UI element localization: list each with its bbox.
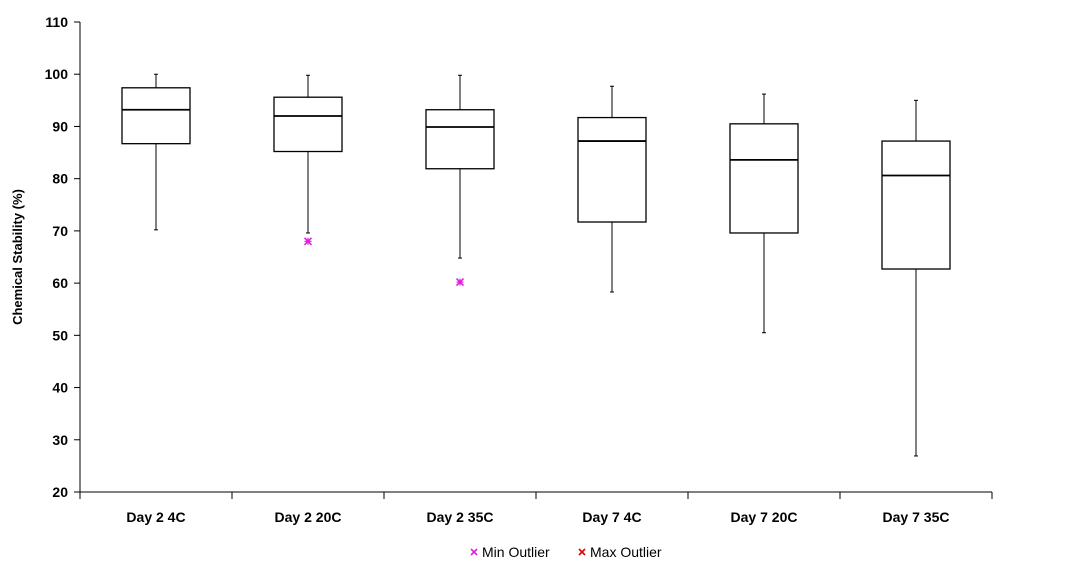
- legend-label: Max Outlier: [590, 544, 662, 560]
- iqr-box: [729, 123, 799, 234]
- y-tick-label: 60: [52, 275, 68, 291]
- box-group: [577, 85, 647, 293]
- y-tick-label: 30: [52, 432, 68, 448]
- box-group: [273, 74, 343, 246]
- legend-marker: [470, 548, 478, 556]
- box-group: [121, 73, 191, 231]
- x-category-label: Day 2 20C: [275, 509, 342, 525]
- legend-item: Min Outlier: [470, 544, 550, 560]
- iqr-box: [425, 109, 495, 170]
- y-tick-label: 80: [52, 171, 68, 187]
- x-category-label: Day 2 4C: [126, 509, 185, 525]
- legend: Min Outlier Max Outlier: [470, 544, 662, 560]
- y-tick-label: 90: [52, 118, 68, 134]
- iqr-box: [577, 116, 647, 223]
- y-tick-label: 70: [52, 223, 68, 239]
- x-axis: Day 2 4C Day 2 20C Day 2 35C Day 7 4C Day 7 …: [79, 491, 993, 525]
- iqr-box: [273, 96, 343, 153]
- boxes: [121, 73, 951, 457]
- min-outlier-marker: [303, 237, 313, 246]
- box-group: [881, 99, 951, 457]
- y-tick-label: 20: [52, 484, 68, 500]
- legend-label: Min Outlier: [482, 544, 550, 560]
- x-category-label: Day 7 4C: [582, 509, 641, 525]
- y-tick-label: 100: [45, 66, 69, 82]
- y-axis: 20 30 40 50 60 70 80 90 100 110: [45, 14, 81, 500]
- legend-marker: [578, 548, 586, 556]
- y-tick-label: 40: [52, 380, 68, 396]
- legend-item: Max Outlier: [578, 544, 662, 560]
- y-axis-title: Chemical Stability (%): [10, 189, 25, 325]
- x-category-label: Day 7 20C: [731, 509, 798, 525]
- x-category-label: Day 2 35C: [427, 509, 494, 525]
- box-group: [729, 93, 799, 334]
- y-tick-label: 110: [45, 14, 68, 30]
- iqr-box: [881, 140, 951, 270]
- iqr-box: [121, 87, 191, 145]
- min-outlier-marker: [455, 278, 465, 287]
- x-category-label: Day 7 35C: [883, 509, 950, 525]
- box-group: [425, 74, 495, 287]
- y-tick-label: 50: [52, 327, 68, 343]
